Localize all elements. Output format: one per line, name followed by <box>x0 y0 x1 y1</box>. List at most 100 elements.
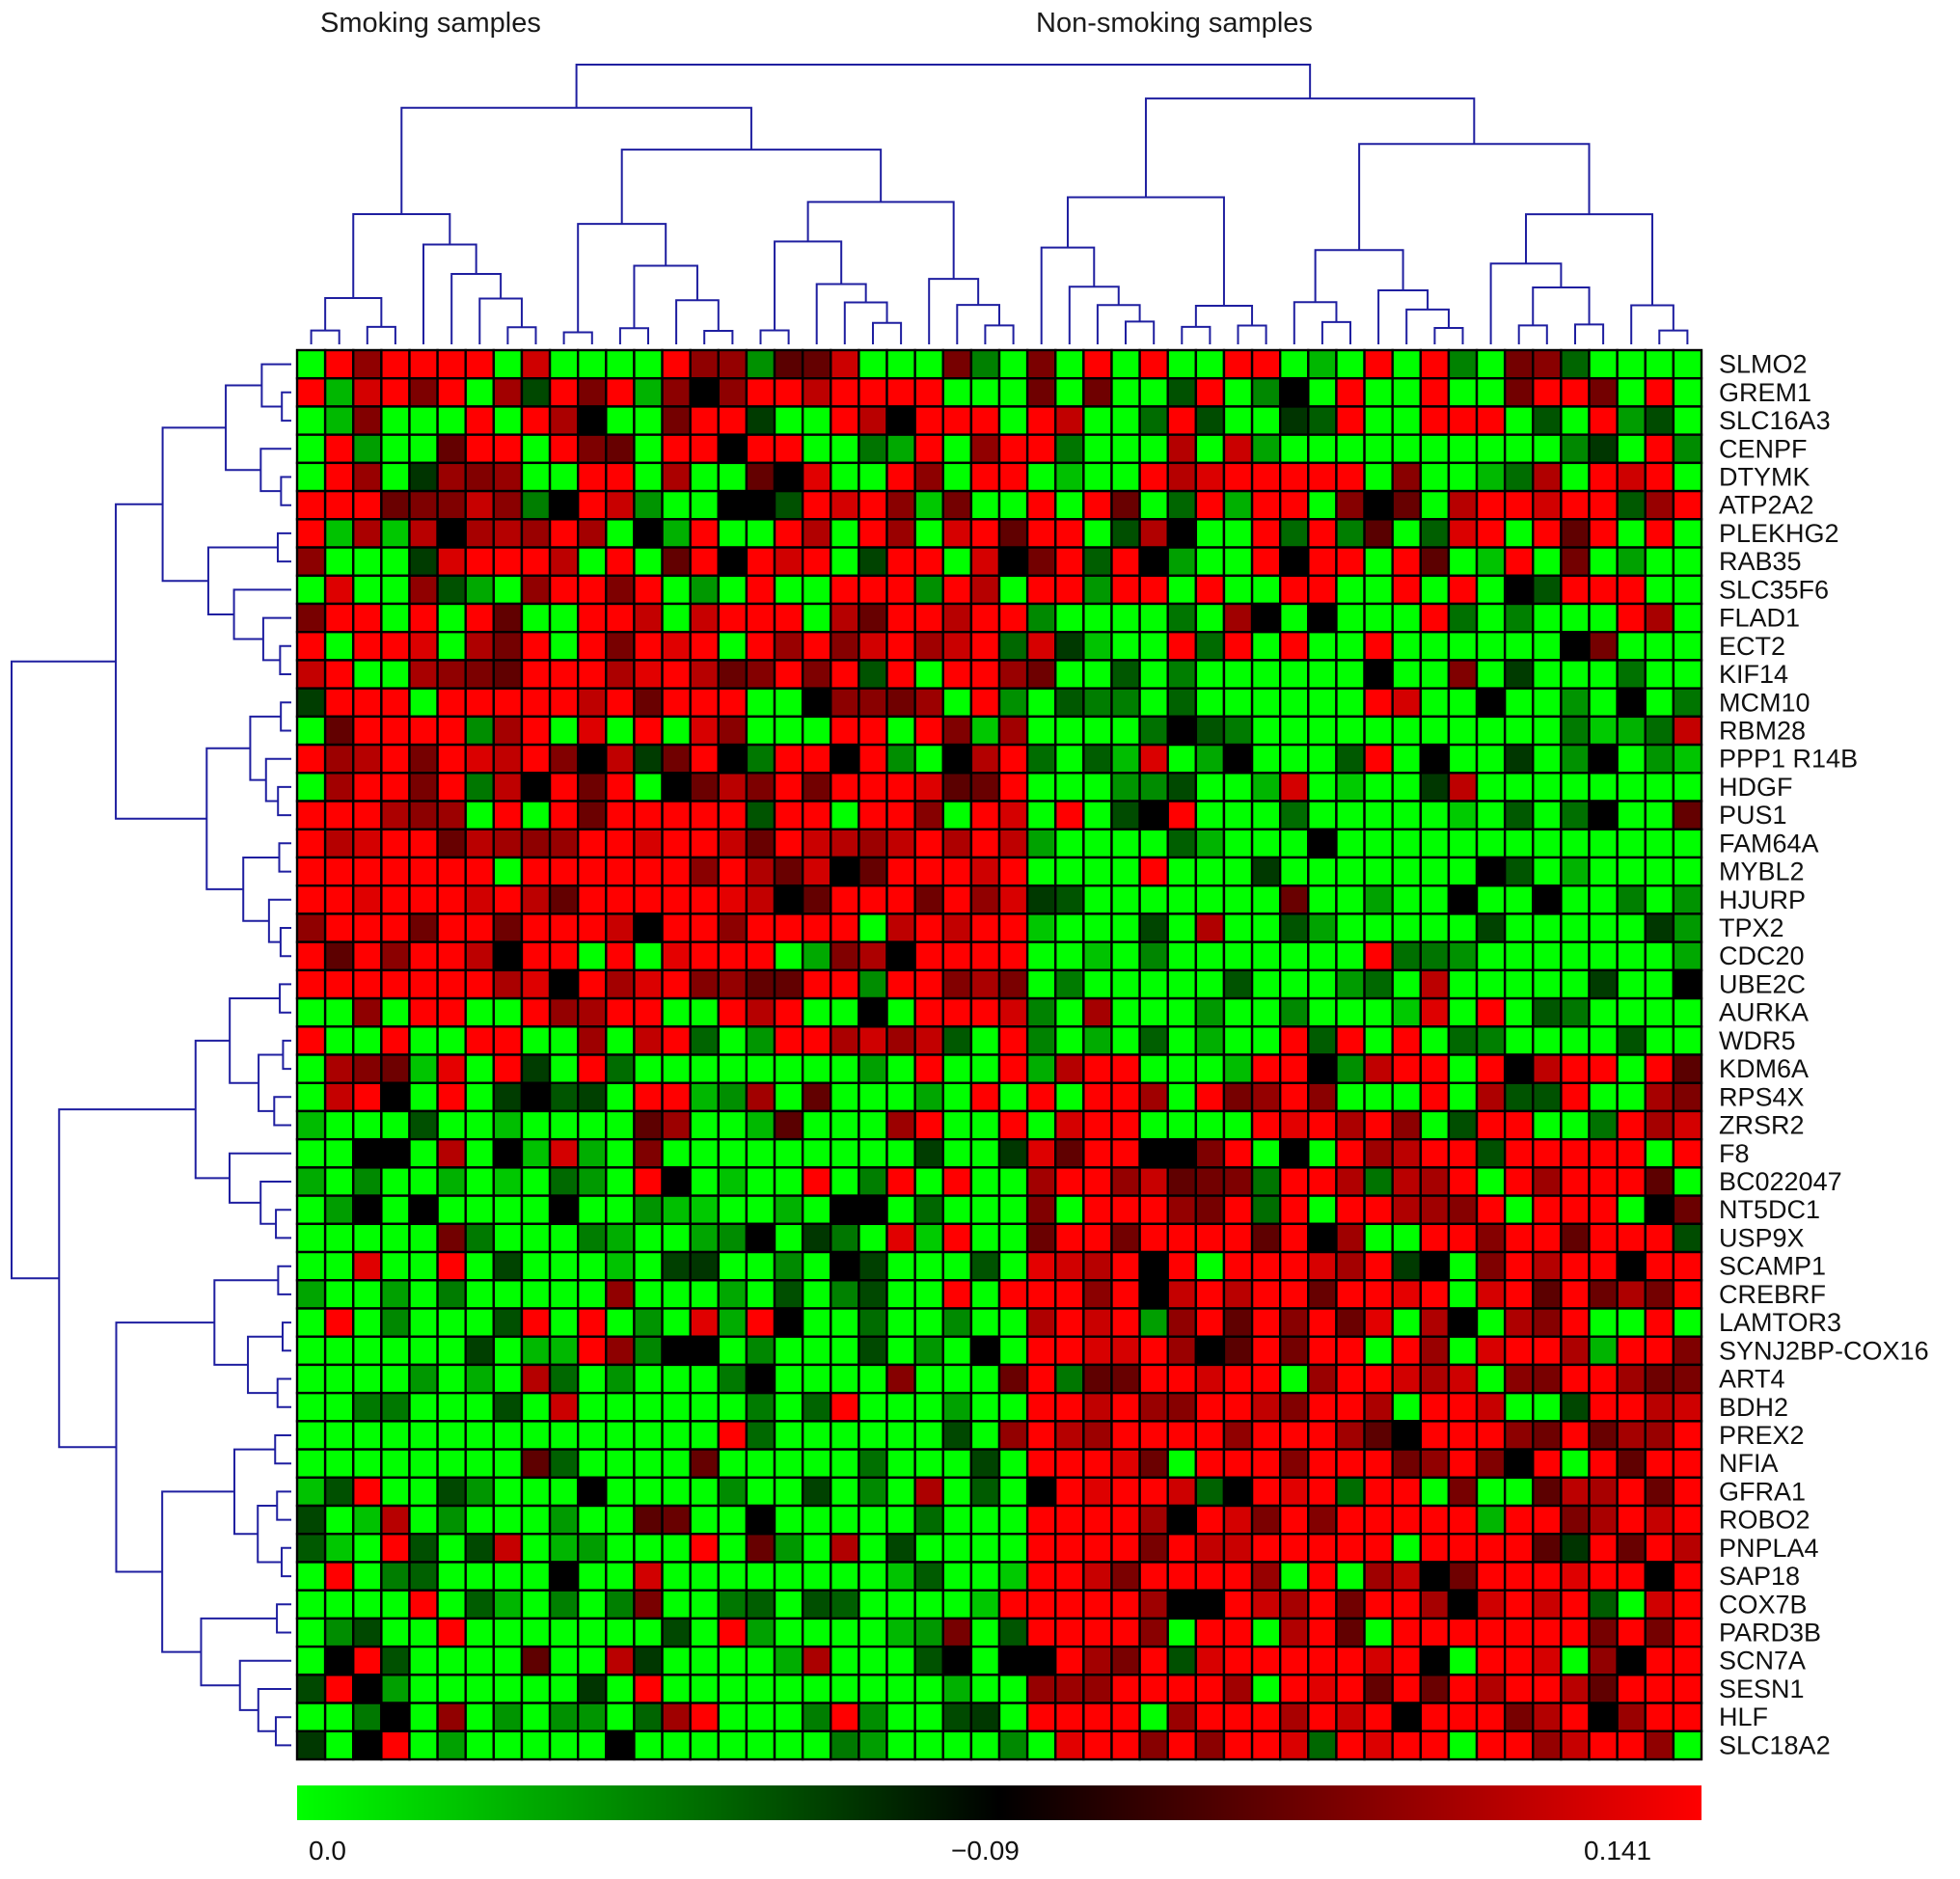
heatmap-cell <box>1110 1561 1141 1592</box>
heatmap-cell <box>969 518 1001 549</box>
heatmap-cell <box>1110 489 1141 521</box>
heatmap-cell <box>1644 574 1675 606</box>
heatmap-cell <box>1391 574 1423 606</box>
dendrogram-branch <box>161 1490 235 1653</box>
heatmap-cell <box>717 1729 749 1761</box>
heatmap-cell <box>1391 912 1423 943</box>
heatmap-cell <box>1025 800 1057 831</box>
heatmap-cell <box>1616 602 1647 634</box>
heatmap-cell <box>1278 1504 1310 1536</box>
heatmap-cell <box>408 1561 439 1592</box>
heatmap-cell <box>352 1391 383 1423</box>
heatmap-cell <box>1110 1476 1141 1508</box>
heatmap-cell <box>745 912 776 943</box>
heatmap-cell <box>969 1307 1001 1338</box>
heatmap-cell <box>913 1561 944 1592</box>
heatmap-cell <box>1672 1674 1703 1704</box>
heatmap-cell <box>1475 1137 1507 1169</box>
heatmap-cell <box>1363 1137 1394 1169</box>
heatmap-cell <box>801 912 832 943</box>
gene-label: SLC35F6 <box>1719 575 1829 604</box>
heatmap-cell <box>1278 659 1310 690</box>
heatmap-cell <box>997 912 1029 943</box>
heatmap-cell <box>1110 546 1141 577</box>
heatmap-cell <box>436 348 467 380</box>
heatmap-cell <box>1560 1025 1591 1056</box>
heatmap-cell <box>1672 377 1703 408</box>
heatmap-cell <box>1250 1533 1282 1564</box>
heatmap-cell <box>492 800 524 831</box>
heatmap-cell <box>352 1617 383 1648</box>
heatmap-cell <box>773 828 804 859</box>
heatmap-cell <box>801 1504 832 1536</box>
dendrogram-branch <box>276 1490 291 1521</box>
heatmap-cell <box>520 1137 552 1169</box>
heatmap-cell <box>773 1504 804 1536</box>
heatmap-cell <box>548 631 580 662</box>
heatmap-cell <box>380 1363 411 1395</box>
heatmap-cell <box>1025 602 1057 634</box>
heatmap-cell <box>745 1533 776 1564</box>
heatmap-cell <box>380 912 411 943</box>
heatmap-cell <box>295 348 327 380</box>
heatmap-cell <box>633 1109 664 1141</box>
heatmap-cell <box>885 1561 916 1592</box>
heatmap-cell <box>1082 1504 1113 1536</box>
heatmap-cell <box>380 968 411 1000</box>
heatmap-cell <box>745 1194 776 1226</box>
heatmap-cell <box>1138 1166 1169 1197</box>
heatmap-cell <box>492 631 524 662</box>
heatmap-cell <box>1672 631 1703 662</box>
heatmap-cell <box>323 1391 355 1423</box>
heatmap-cell <box>1307 461 1338 493</box>
heatmap-cell <box>1503 968 1535 1000</box>
heatmap-cell <box>1419 1561 1451 1592</box>
heatmap-cell <box>858 715 888 747</box>
heatmap-cell <box>1110 996 1141 1028</box>
heatmap-cell <box>408 1674 439 1704</box>
heatmap-cell <box>913 884 944 915</box>
heatmap-cell <box>997 1081 1029 1113</box>
heatmap-cell <box>858 1448 888 1479</box>
heatmap-cell <box>464 1250 496 1282</box>
dendrogram-branch <box>1658 329 1689 344</box>
heatmap-cell <box>352 1025 383 1056</box>
heatmap-cell <box>801 968 832 1000</box>
heatmap-cell <box>661 1166 692 1197</box>
heatmap-cell <box>773 800 804 831</box>
dendrogram-branch <box>928 278 980 344</box>
heatmap-cell <box>520 1222 552 1254</box>
heatmap-cell <box>941 602 973 634</box>
heatmap-cell <box>464 1504 496 1536</box>
heatmap-cell <box>717 1109 749 1141</box>
heatmap-cell <box>801 1533 832 1564</box>
heatmap-cell <box>1588 546 1619 577</box>
heatmap-cell <box>830 1307 860 1338</box>
heatmap-cell <box>1054 800 1085 831</box>
dendrogram-branch <box>1237 324 1267 344</box>
heatmap-cell <box>1278 348 1310 380</box>
heatmap-cell <box>913 1025 944 1056</box>
heatmap-cell <box>633 1053 664 1084</box>
heatmap-cell <box>1222 1137 1254 1169</box>
heatmap-cell <box>1363 1166 1394 1197</box>
heatmap-cell <box>1447 659 1479 690</box>
heatmap-cell <box>1222 1391 1254 1423</box>
heatmap-cell <box>830 659 860 690</box>
heatmap-cell <box>1503 1617 1535 1648</box>
heatmap-cell <box>1335 1109 1366 1141</box>
heatmap-cell <box>717 743 749 775</box>
heatmap-cell <box>323 1561 355 1592</box>
heatmap-cell <box>941 772 973 803</box>
heatmap-cell <box>1138 574 1169 606</box>
heatmap-cell <box>1475 1702 1507 1732</box>
heatmap-cell <box>801 348 832 380</box>
heatmap-cell <box>1194 1053 1226 1084</box>
heatmap-cell <box>1588 828 1619 859</box>
gene-label: F8 <box>1719 1139 1750 1168</box>
heatmap-cell <box>1447 996 1479 1028</box>
gene-label: HDGF <box>1719 773 1793 802</box>
heatmap-cell <box>1672 687 1703 719</box>
heatmap-cell <box>858 884 888 915</box>
heatmap-cell <box>1447 433 1479 465</box>
